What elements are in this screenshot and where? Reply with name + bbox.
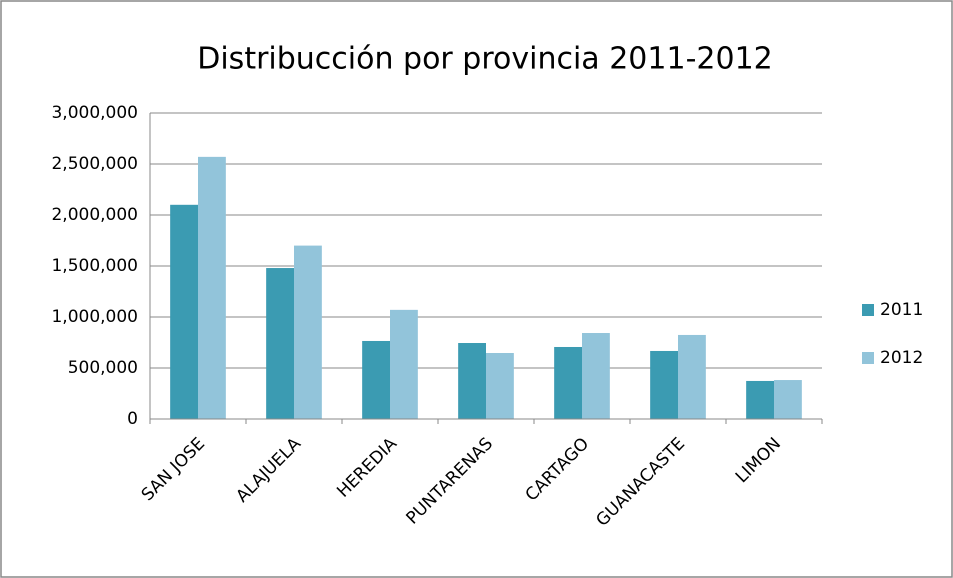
bar [746,380,774,419]
y-tick-label: 1,000,000 [51,307,138,327]
legend-label: 2011 [880,300,923,320]
bar [582,333,610,419]
y-tick-label: 2,500,000 [51,154,138,174]
legend-swatch [862,352,874,364]
bar [554,346,582,419]
y-tick-label: 500,000 [68,358,138,378]
bar [390,309,418,419]
bar [198,156,226,420]
bar [678,334,706,419]
bar [486,353,514,419]
bar [362,340,390,419]
y-tick-label: 2,000,000 [51,205,138,225]
bar [266,268,294,419]
bar [458,343,486,419]
bar [774,380,802,419]
chart-title: Distribucción por provincia 2011-2012 [197,42,773,77]
y-tick-label: 1,500,000 [51,256,138,276]
legend-label: 2012 [880,348,923,368]
y-tick-label: 0 [127,409,138,429]
y-tick-label: 3,000,000 [51,103,138,123]
bar [170,204,198,419]
bar [650,350,678,419]
bar [294,245,322,419]
legend-swatch [862,304,874,316]
